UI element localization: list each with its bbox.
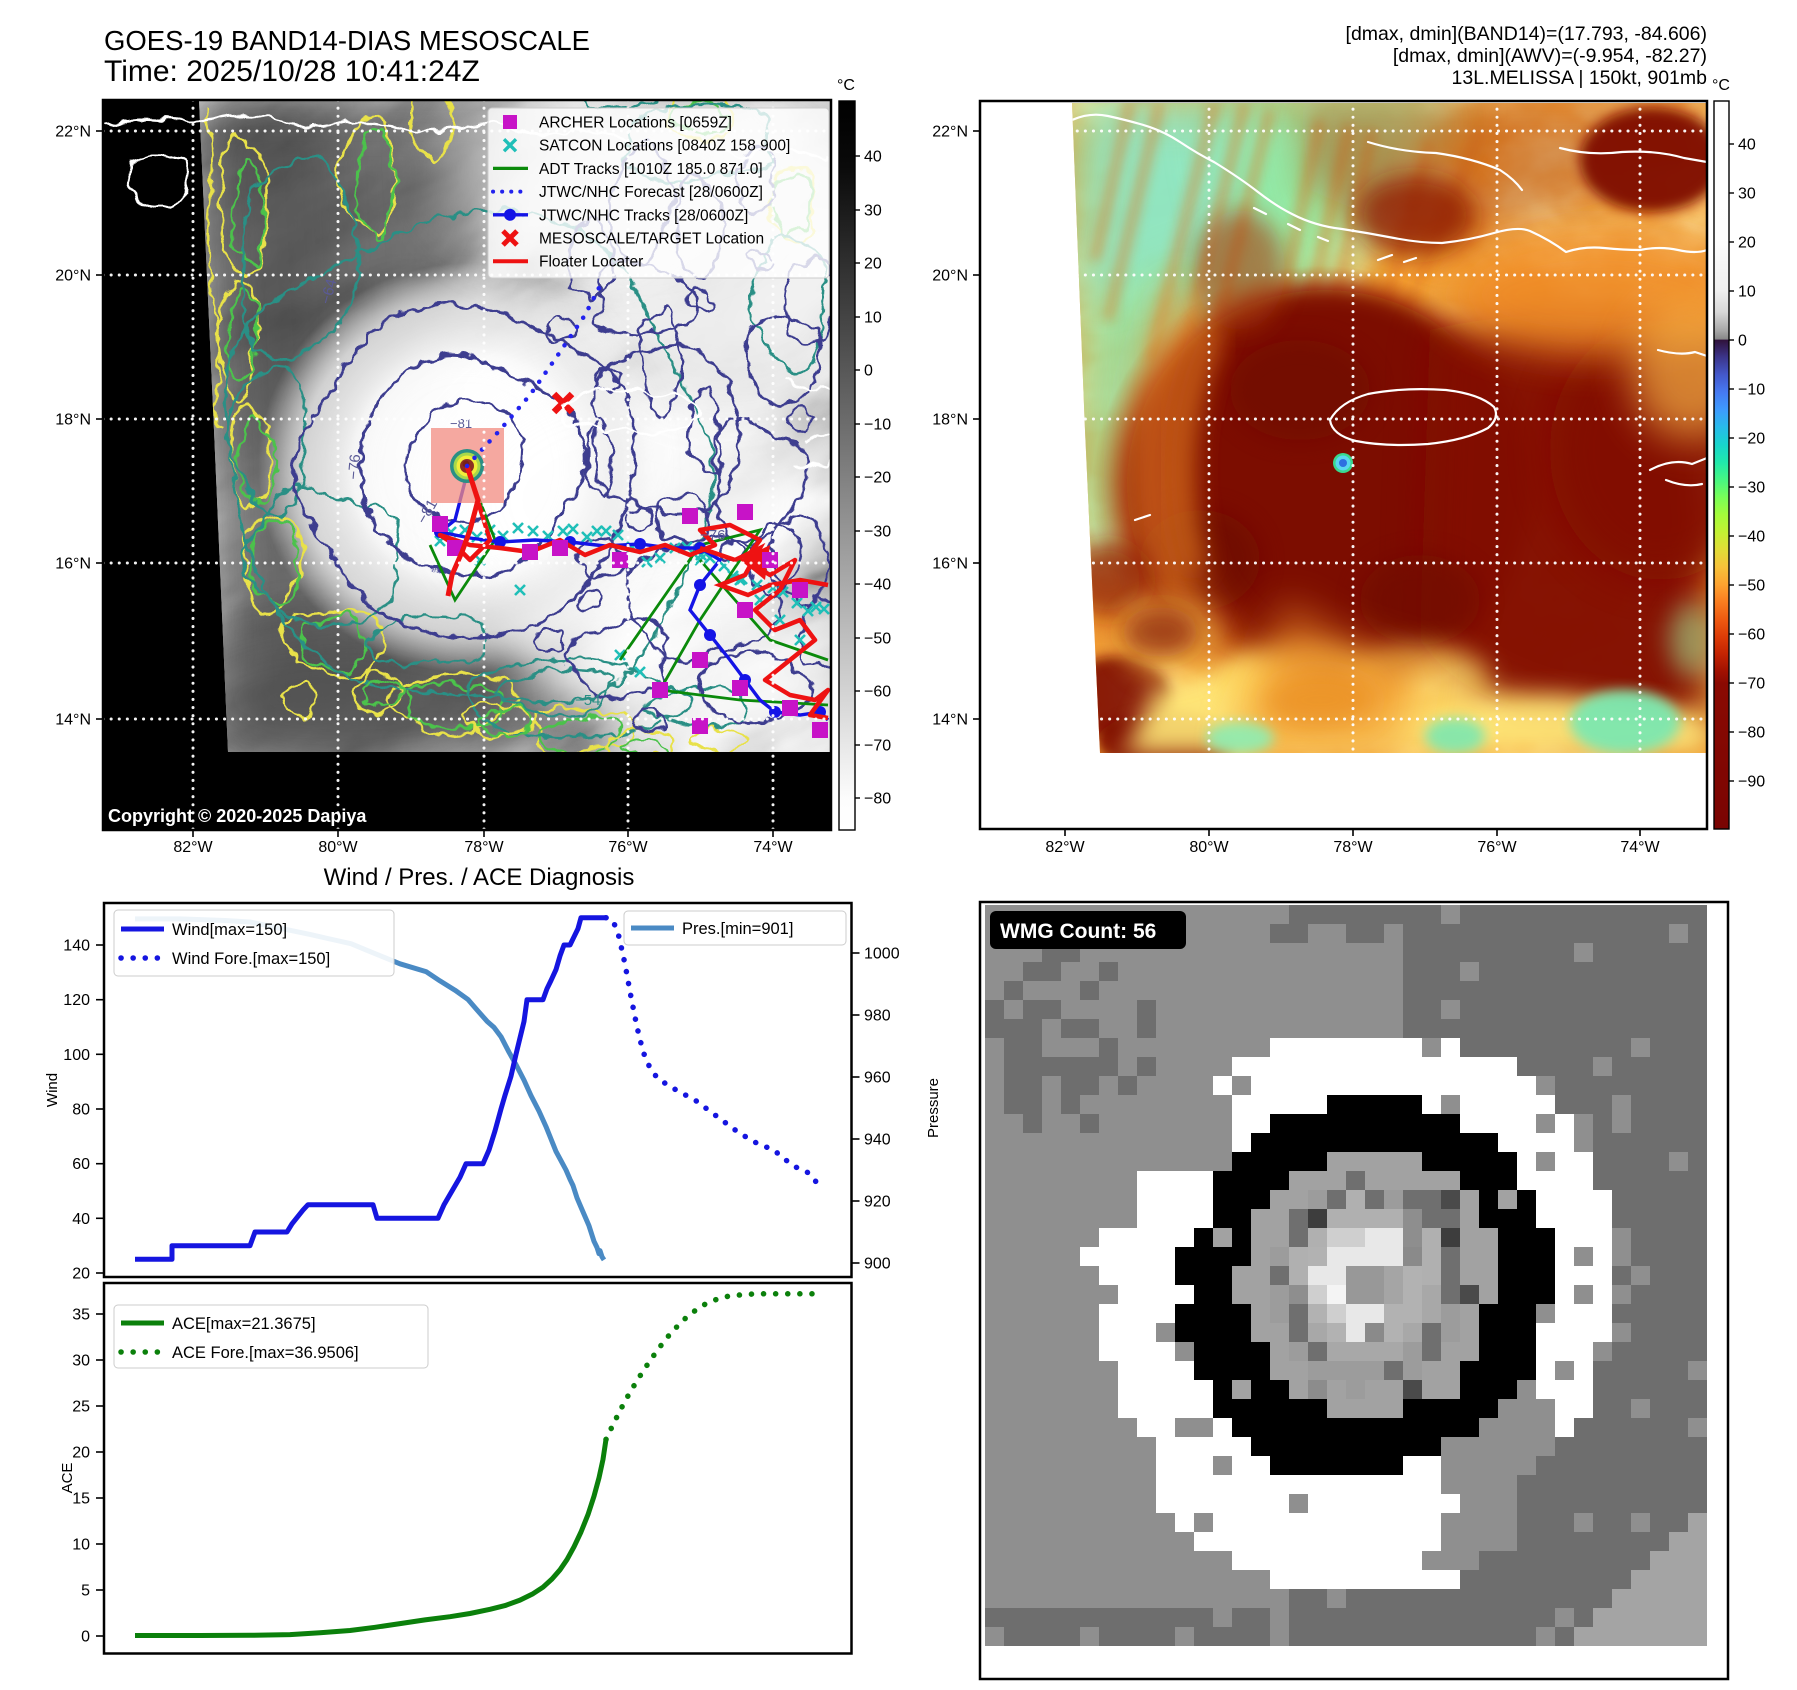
svg-text:WMG Count: 56: WMG Count: 56 [1000,920,1156,943]
svg-text:Wind[max=150]: Wind[max=150] [172,921,287,939]
svg-text:Time: 2025/10/28 10:41:24Z: Time: 2025/10/28 10:41:24Z [104,55,480,88]
svg-text:900: 900 [864,1256,891,1273]
svg-text:−70: −70 [1738,676,1765,693]
svg-text:18°N: 18°N [932,412,968,429]
svg-text:−90: −90 [1738,774,1765,791]
svg-text:16°N: 16°N [55,556,91,573]
svg-text:−30: −30 [1738,480,1765,497]
svg-text:40: 40 [1738,137,1756,154]
svg-text:940: 940 [864,1132,891,1149]
svg-text:Copyright © 2020-2025 Dapiya: Copyright © 2020-2025 Dapiya [108,806,367,826]
svg-text:Wind Fore.[max=150]: Wind Fore.[max=150] [172,950,330,968]
svg-text:10: 10 [864,310,882,327]
svg-text:76°W: 76°W [608,839,648,856]
svg-text:80°W: 80°W [318,839,358,856]
svg-text:30: 30 [1738,186,1756,203]
svg-text:0: 0 [864,363,873,380]
svg-text:35: 35 [72,1307,90,1324]
svg-text:60: 60 [72,1156,90,1173]
svg-text:°C: °C [1712,77,1730,94]
svg-text:JTWC/NHC Tracks [28/0600Z]: JTWC/NHC Tracks [28/0600Z] [539,207,748,224]
svg-text:960: 960 [864,1070,891,1087]
svg-text:20: 20 [864,256,882,273]
svg-text:0: 0 [81,1629,90,1646]
svg-text:SATCON Locations [0840Z 158 90: SATCON Locations [0840Z 158 900] [539,138,790,155]
svg-text:74°W: 74°W [753,839,793,856]
svg-text:−20: −20 [864,470,891,487]
svg-text:−40: −40 [864,577,891,594]
svg-text:5: 5 [81,1583,90,1600]
svg-text:30: 30 [72,1353,90,1370]
svg-text:−50: −50 [1738,578,1765,595]
svg-text:−30: −30 [864,524,891,541]
svg-text:82°W: 82°W [1045,839,1085,856]
svg-text:22°N: 22°N [55,124,91,141]
svg-text:−80: −80 [1738,725,1765,742]
svg-text:82°W: 82°W [173,839,213,856]
svg-text:30: 30 [864,203,882,220]
svg-text:14°N: 14°N [932,712,968,729]
svg-text:−60: −60 [1738,627,1765,644]
svg-text:−10: −10 [864,417,891,434]
svg-text:−80: −80 [864,791,891,808]
svg-text:Floater Locater: Floater Locater [539,254,643,271]
svg-text:Pres.[min=901]: Pres.[min=901] [682,920,793,938]
svg-text:°C: °C [837,77,855,94]
svg-text:13L.MELISSA | 150kt, 901mb: 13L.MELISSA | 150kt, 901mb [1452,67,1708,89]
svg-text:−10: −10 [1738,382,1765,399]
svg-text:78°W: 78°W [1333,839,1373,856]
svg-text:40: 40 [864,149,882,166]
svg-text:ACE: ACE [59,1463,76,1494]
svg-text:78°W: 78°W [464,839,504,856]
svg-text:920: 920 [864,1194,891,1211]
svg-text:−54: −54 [575,692,600,709]
svg-text:80: 80 [72,1102,90,1119]
svg-text:ARCHER Locations [0659Z]: ARCHER Locations [0659Z] [539,115,732,132]
svg-text:22°N: 22°N [932,124,968,141]
svg-text:80°W: 80°W [1189,839,1229,856]
svg-text:−50: −50 [864,631,891,648]
svg-text:ADT Tracks [1010Z 185.0 871.0]: ADT Tracks [1010Z 185.0 871.0] [539,161,763,178]
svg-text:10: 10 [1738,284,1756,301]
svg-text:Pressure: Pressure [925,1078,942,1138]
svg-text:20°N: 20°N [55,268,91,285]
svg-text:980: 980 [864,1008,891,1025]
svg-text:GOES-19 BAND14-DIAS MESOSCALE: GOES-19 BAND14-DIAS MESOSCALE [104,25,590,56]
svg-text:−60: −60 [864,684,891,701]
svg-text:20: 20 [72,1266,90,1283]
svg-text:Wind: Wind [44,1073,61,1107]
svg-text:20°N: 20°N [932,268,968,285]
svg-text:10: 10 [72,1537,90,1554]
svg-text:20: 20 [1738,235,1756,252]
svg-text:[dmax, dmin](BAND14)=(17.793,: [dmax, dmin](BAND14)=(17.793, -84.606) [1346,23,1707,45]
svg-text:−64: −64 [317,277,340,306]
svg-text:18°N: 18°N [55,412,91,429]
svg-text:120: 120 [63,992,90,1009]
svg-text:1000: 1000 [864,946,900,963]
svg-text:ACE Fore.[max=36.9506]: ACE Fore.[max=36.9506] [172,1344,359,1362]
svg-text:MESOSCALE/TARGET Location: MESOSCALE/TARGET Location [539,231,764,248]
svg-text:[dmax, dmin](AWV)=(-9.954, -82: [dmax, dmin](AWV)=(-9.954, -82.27) [1393,45,1707,67]
svg-text:−40: −40 [1738,529,1765,546]
svg-text:15: 15 [72,1491,90,1508]
svg-text:−20: −20 [1738,431,1765,448]
svg-text:ACE[max=21.3675]: ACE[max=21.3675] [172,1315,316,1333]
svg-text:−76: −76 [345,454,364,481]
svg-text:14°N: 14°N [55,712,91,729]
svg-text:25: 25 [72,1399,90,1416]
svg-text:140: 140 [63,938,90,955]
svg-text:JTWC/NHC Forecast [28/0600Z]: JTWC/NHC Forecast [28/0600Z] [539,184,763,201]
svg-text:Wind / Pres. / ACE Diagnosis: Wind / Pres. / ACE Diagnosis [324,864,635,891]
svg-text:76°W: 76°W [1477,839,1517,856]
svg-text:100: 100 [63,1047,90,1064]
svg-text:−70: −70 [864,738,891,755]
svg-text:74°W: 74°W [1620,839,1660,856]
svg-text:40: 40 [72,1211,90,1228]
svg-text:−76: −76 [700,527,725,544]
svg-text:0: 0 [1738,333,1747,350]
svg-text:20: 20 [72,1445,90,1462]
svg-text:16°N: 16°N [932,556,968,573]
